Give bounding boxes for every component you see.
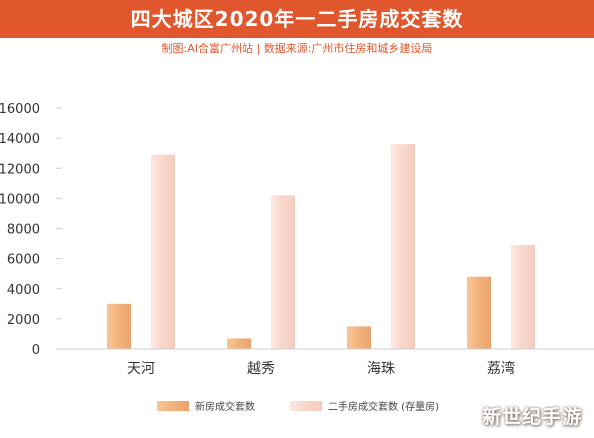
bar-second-hand-0	[151, 154, 175, 349]
x-category-label: 荔湾	[487, 360, 515, 377]
chart-source: 制图:AI合富广州站 | 数据来源:广州市住房和城乡建设局	[161, 42, 433, 55]
bar-second-hand-2	[391, 144, 415, 349]
y-tick-label: 14000	[0, 132, 40, 147]
y-tick-label: 6000	[7, 253, 40, 268]
bar-second-hand-1	[271, 195, 295, 349]
y-tick-label: 0	[32, 343, 40, 358]
legend-swatch-0	[157, 401, 189, 411]
chart-title: 四大城区2020年一二手房成交套数	[0, 0, 594, 38]
y-tick-label: 12000	[0, 162, 40, 177]
y-axis: 0 2000 4000 6000 8000 10000 12000 14000 16000	[0, 102, 62, 358]
legend-label-1: 二手房成交套数 (存量房)	[328, 400, 439, 413]
bar-new-home-3	[467, 276, 491, 349]
y-tick-label: 16000	[0, 102, 40, 117]
bar-new-home-0	[107, 303, 131, 349]
x-category-label: 海珠	[367, 361, 395, 377]
bar-new-home-2	[347, 326, 371, 349]
legend-swatch-1	[290, 401, 322, 411]
y-tick-label: 8000	[7, 223, 40, 238]
bar-second-hand-3	[511, 245, 535, 349]
y-tick-label: 10000	[0, 192, 40, 207]
legend: 新房成交套数 二手房成交套数 (存量房)	[157, 400, 439, 413]
x-axis-labels: 天河 越秀 海珠 荔湾	[127, 360, 515, 377]
watermark-text: 新世纪手游	[481, 406, 582, 428]
bar-new-home-1	[227, 338, 251, 349]
x-category-label: 越秀	[247, 361, 275, 377]
y-tick-label: 2000	[7, 313, 40, 328]
legend-label-0: 新房成交套数	[195, 400, 255, 413]
x-category-label: 天河	[127, 361, 155, 377]
bars	[107, 144, 535, 349]
y-tick-label: 4000	[7, 283, 40, 298]
